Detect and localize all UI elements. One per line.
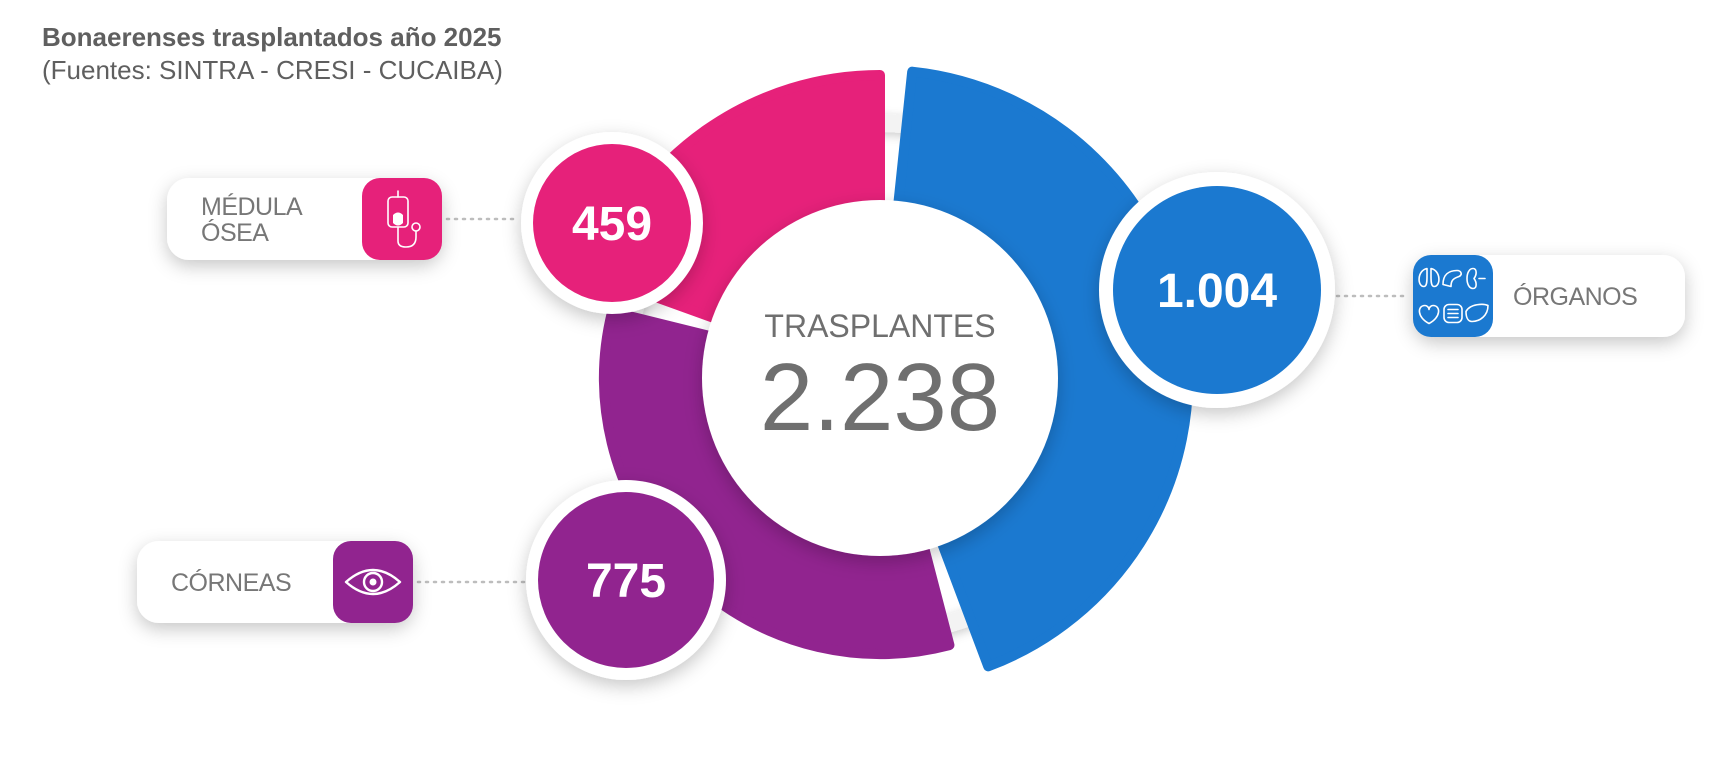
- value-bubble-organos: [1113, 186, 1321, 394]
- chart-title: Bonaerenses trasplantados año 2025: [42, 22, 502, 52]
- organs-icon: [1418, 267, 1489, 325]
- value-label-organos: 1.004: [1157, 265, 1277, 318]
- value-bubble-medula-osea: [533, 144, 691, 302]
- label-medula-osea-line-1: MÉDULA: [201, 192, 303, 221]
- title-block: Bonaerenses trasplantados año 2025 (Fuen…: [42, 22, 503, 86]
- total-value: 2.238: [760, 344, 1000, 451]
- value-label-medula-osea: 459: [572, 198, 652, 251]
- value-label-corneas: 775: [586, 555, 666, 608]
- icon-box-organos: [1413, 255, 1493, 337]
- label-organos-line-1: ÓRGANOS: [1513, 282, 1637, 311]
- label-medula-osea-line-2: ÓSEA: [201, 218, 269, 247]
- value-bubble-corneas: [538, 492, 714, 668]
- chart-subtitle: (Fuentes: SINTRA - CRESI - CUCAIBA): [42, 55, 503, 85]
- eye-icon: [344, 568, 402, 596]
- center-disc: [702, 200, 1058, 556]
- total-label: TRASPLANTES: [764, 308, 995, 344]
- iv-bag-icon: [387, 190, 421, 248]
- label-corneas-line-1: CÓRNEAS: [171, 568, 291, 597]
